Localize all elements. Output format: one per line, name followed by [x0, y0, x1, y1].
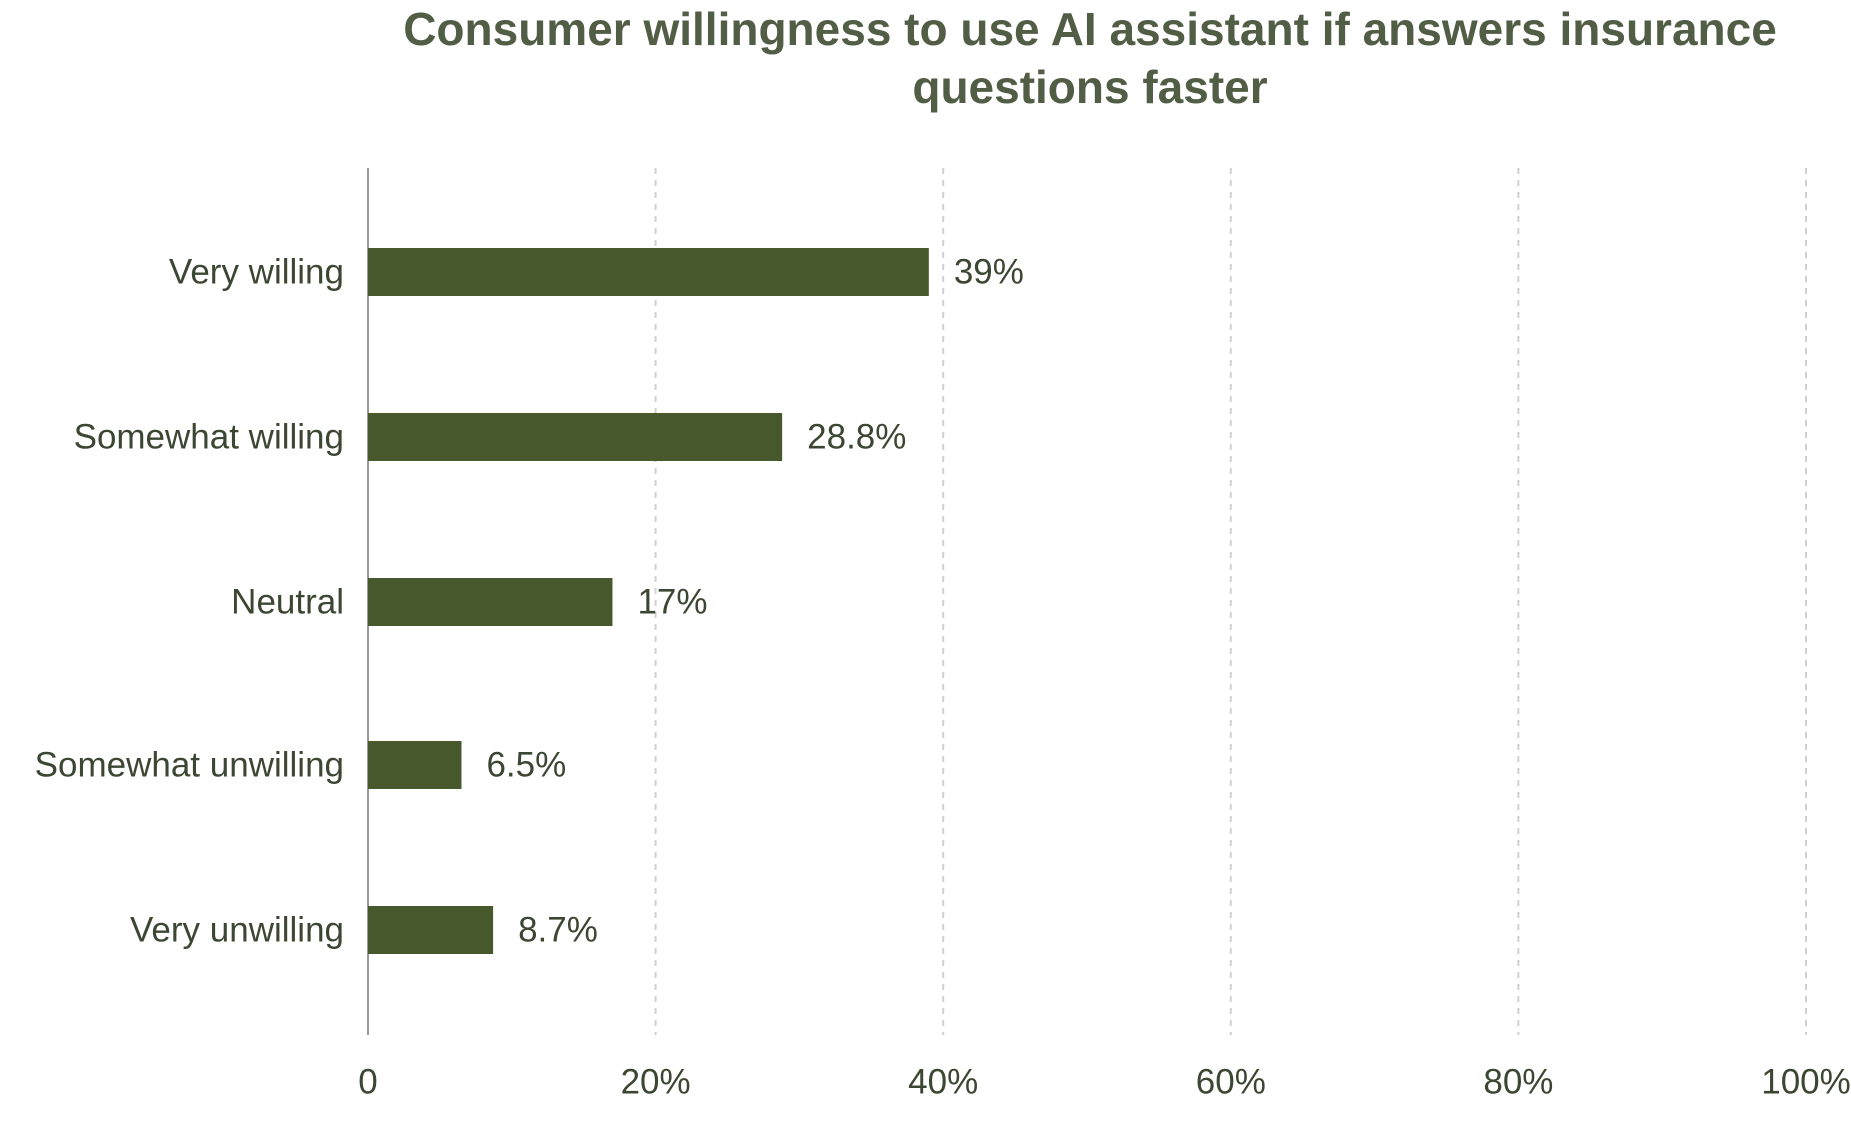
data-label: 8.7% [518, 911, 598, 950]
x-tick-label: 100% [1761, 1063, 1851, 1102]
bar [368, 248, 929, 296]
x-tick-label: 0 [358, 1063, 377, 1102]
bar [368, 578, 613, 626]
x-tick-label: 80% [1483, 1063, 1553, 1102]
category-label: Very willing [169, 253, 344, 292]
category-label: Somewhat willing [74, 418, 344, 457]
data-label: 39% [954, 253, 1024, 292]
category-label: Neutral [231, 583, 344, 622]
data-label: 6.5% [486, 746, 566, 785]
data-label: 28.8% [807, 418, 906, 457]
category-label: Very unwilling [130, 911, 344, 950]
bar [368, 413, 783, 461]
x-tick-label: 40% [908, 1063, 978, 1102]
category-label: Somewhat unwilling [35, 746, 344, 785]
chart-title: Consumer willingness to use AI assistant… [403, 3, 1777, 113]
x-tick-label: 20% [621, 1063, 691, 1102]
bar [368, 906, 494, 954]
data-label: 17% [637, 583, 707, 622]
x-tick-label: 60% [1196, 1063, 1266, 1102]
bar [368, 741, 462, 789]
